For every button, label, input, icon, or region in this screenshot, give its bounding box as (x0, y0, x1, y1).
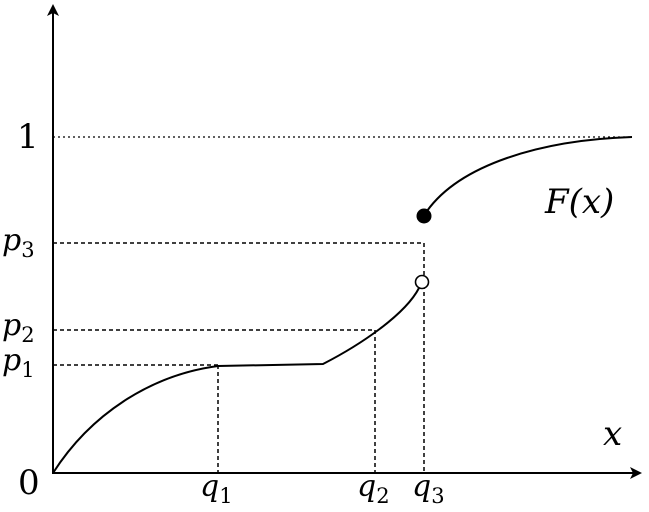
q2-label: q2 (357, 469, 390, 508)
q3-label: q3 (412, 469, 445, 508)
origin-label: 0 (18, 463, 40, 503)
filled-circle-marker (416, 208, 432, 224)
cdf-curve-upper (426, 136, 633, 212)
x-axis-label: x (603, 414, 622, 454)
y-tick-1: 1 (17, 117, 39, 157)
p3-label: p3 (2, 223, 35, 262)
p2-label: p2 (2, 308, 35, 347)
q1-label: q1 (200, 469, 233, 508)
function-label: F(x) (544, 182, 614, 222)
p1-label: p1 (2, 343, 35, 382)
cdf-curve-lower (52, 287, 420, 474)
open-circle-marker (414, 274, 430, 290)
